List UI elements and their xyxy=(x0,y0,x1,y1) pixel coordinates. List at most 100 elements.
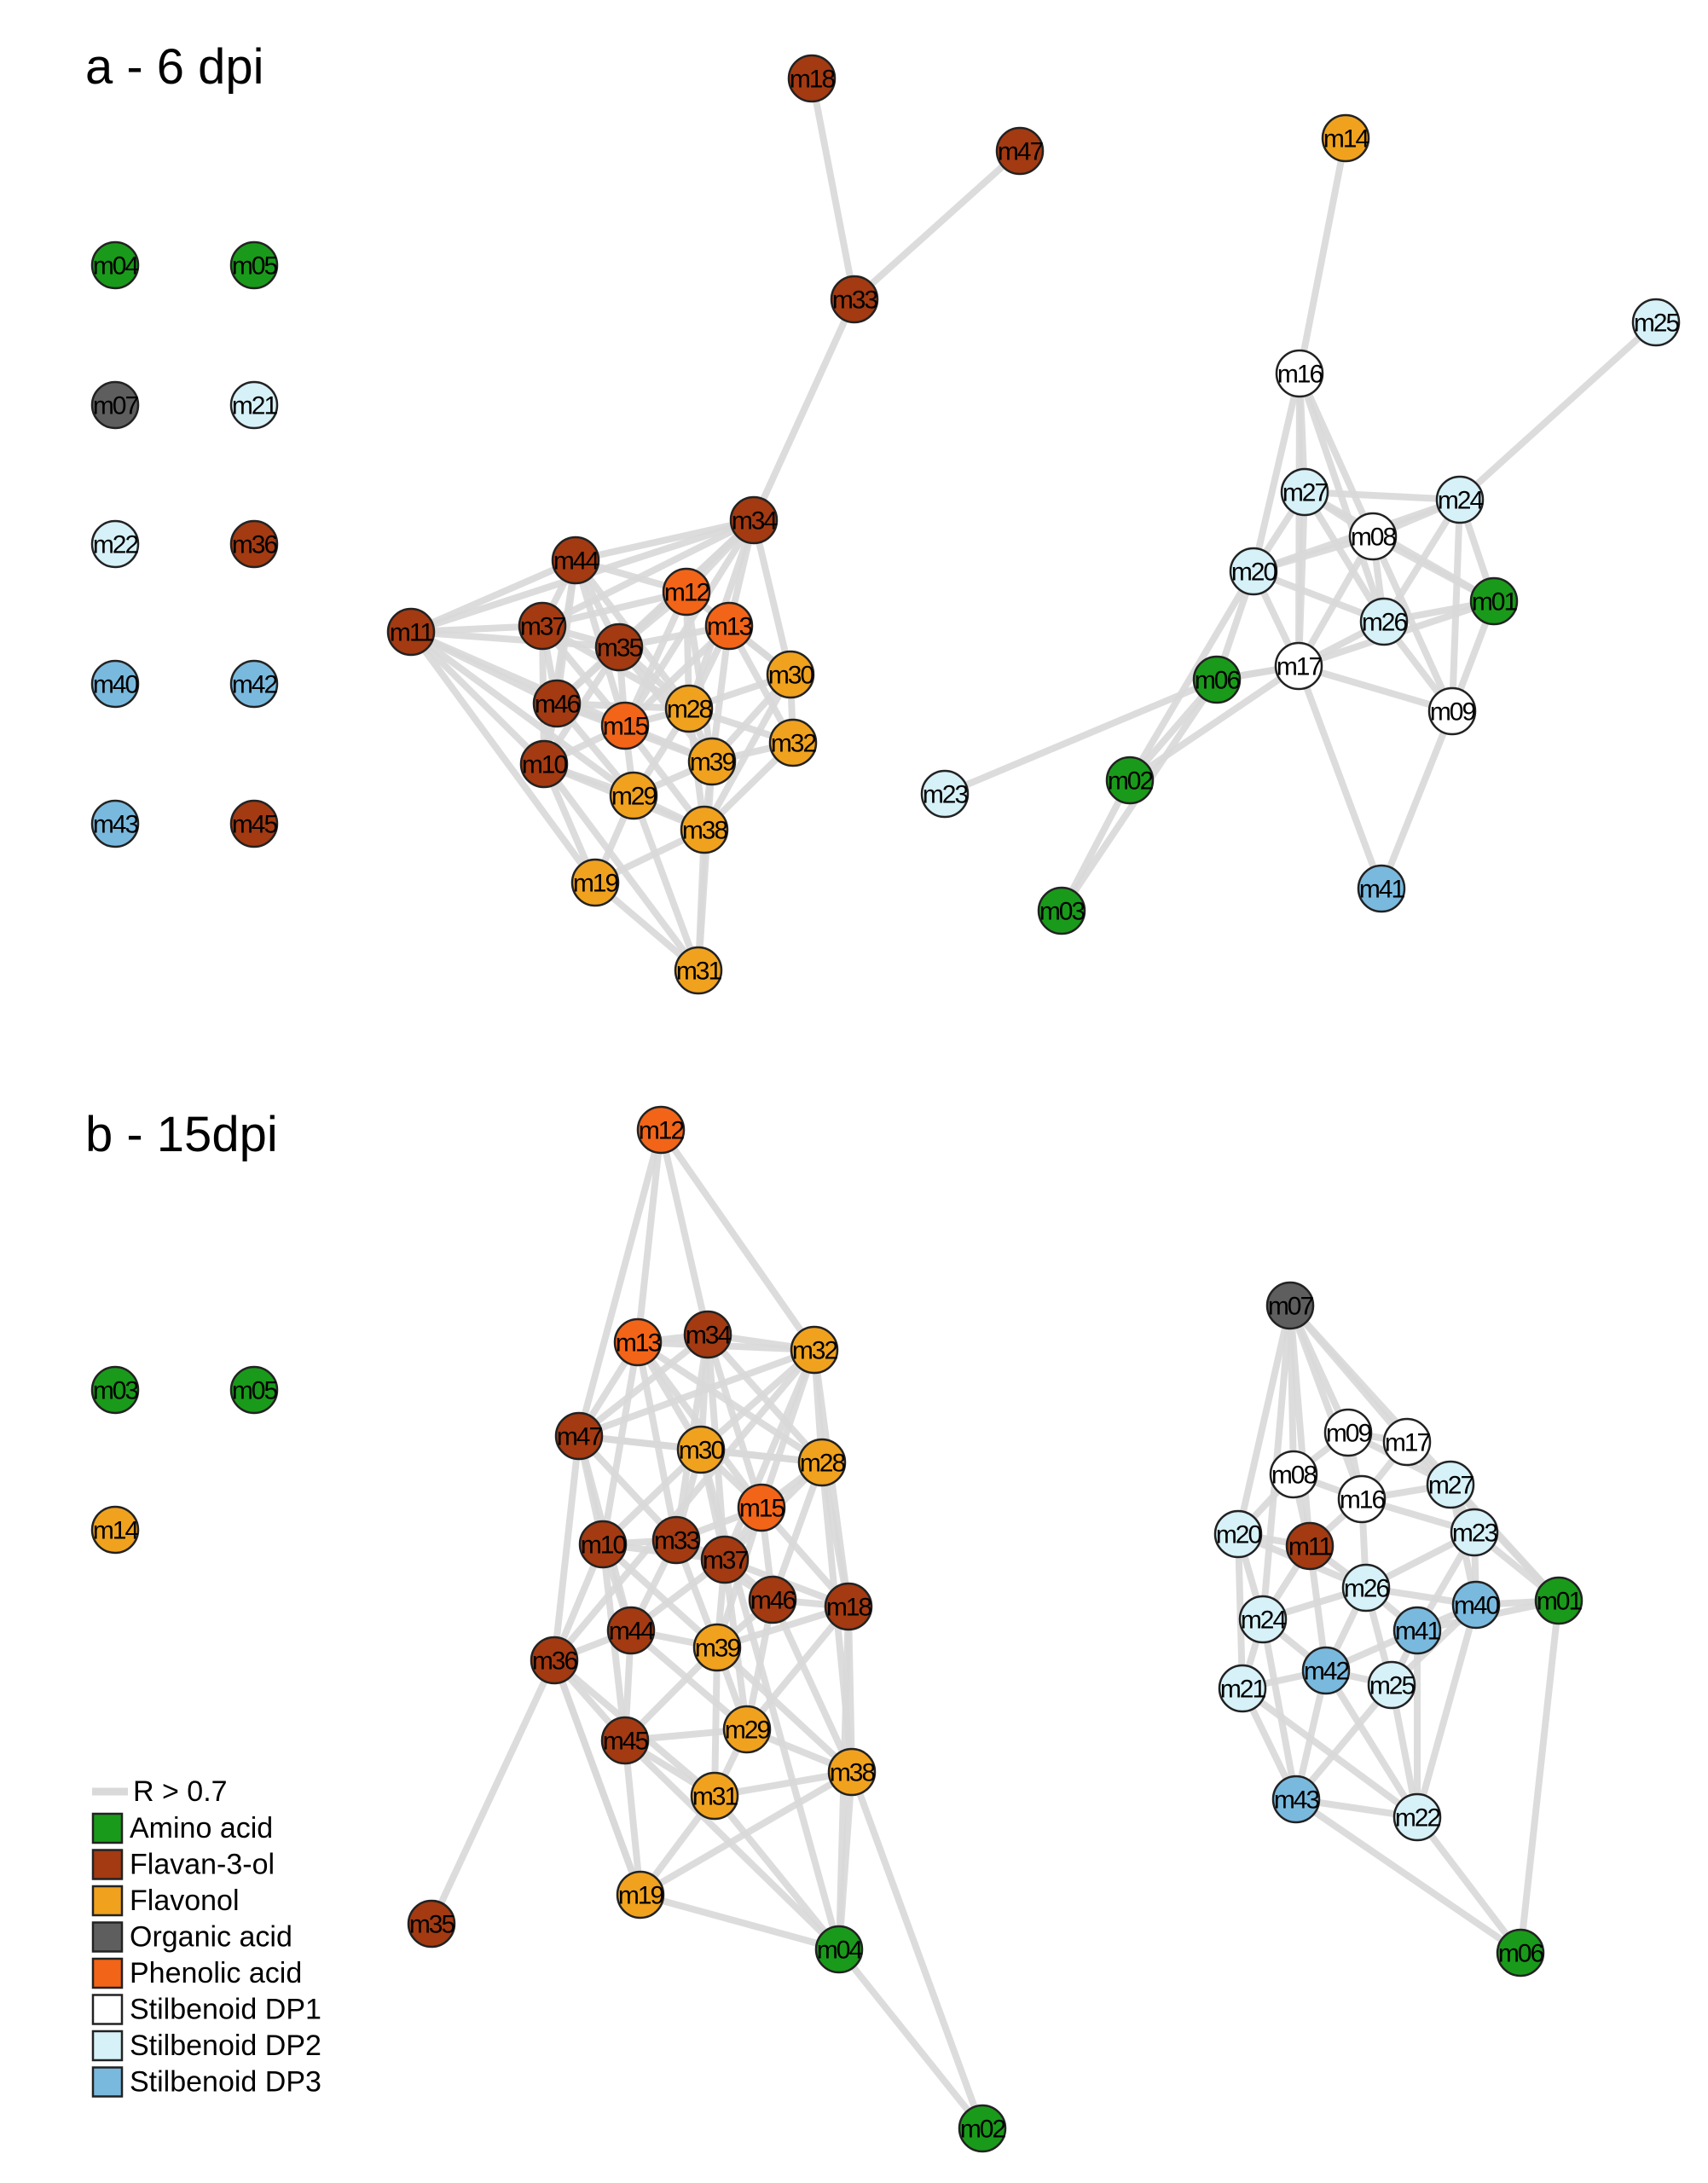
node-circle xyxy=(1450,1508,1499,1557)
node-circle xyxy=(790,1325,839,1375)
edge-panel-a-m47-m33 xyxy=(851,148,1023,303)
node-label: m44 xyxy=(553,547,599,576)
node-panel-a-m08: m08 xyxy=(1348,512,1398,561)
node-circle xyxy=(1382,1417,1432,1467)
node-circle xyxy=(1265,1281,1315,1330)
node-circle xyxy=(1348,512,1398,561)
node-label: m06 xyxy=(1195,667,1241,695)
node-circle xyxy=(519,739,569,789)
node-panel-b-m03: m03 xyxy=(90,1365,140,1415)
node-circle xyxy=(636,1105,686,1155)
edge-panel-b-m12-m13 xyxy=(634,1126,664,1346)
edge-panel-b-m38-m04 xyxy=(836,1769,855,1953)
node-label: m16 xyxy=(1277,361,1323,389)
node-panel-a-m33: m33 xyxy=(830,275,879,324)
node-circle xyxy=(578,1520,628,1569)
edge-panel-a-m27-m17 xyxy=(1295,489,1308,669)
node-label: m18 xyxy=(790,66,836,94)
node-panel-b-m17: m17 xyxy=(1382,1417,1432,1467)
node-label: m35 xyxy=(597,634,643,663)
node-label: m13 xyxy=(707,613,753,641)
node-panel-b-m20: m20 xyxy=(1213,1509,1263,1559)
edge-panel-a-m44-m11 xyxy=(408,557,579,635)
node-circle xyxy=(606,1606,656,1655)
node-circle xyxy=(1392,1792,1442,1842)
node-panel-a-m09: m09 xyxy=(1427,686,1477,736)
node-label: m21 xyxy=(1220,1676,1266,1704)
edge-panel-b-m36-m35 xyxy=(428,1657,558,1927)
node-label: m44 xyxy=(609,1618,655,1646)
node-label: m26 xyxy=(1344,1575,1390,1603)
node-label: m04 xyxy=(93,252,139,281)
node-label: m43 xyxy=(1274,1786,1320,1815)
node-panel-b-m07: m07 xyxy=(1265,1281,1315,1330)
node-label: m24 xyxy=(1438,487,1484,515)
edge-panel-a-m14-m16 xyxy=(1296,135,1349,377)
node-circle xyxy=(1631,298,1681,347)
edge-panel-a-m16-m26 xyxy=(1296,370,1387,625)
legend-label: Stilbenoid DP3 xyxy=(130,2066,321,2099)
node-panel-a-m02: m02 xyxy=(1105,756,1155,805)
node-circle xyxy=(1218,1664,1267,1713)
node-circle xyxy=(229,519,279,569)
edge-panel-b-m39-m38 xyxy=(714,1644,855,1775)
edge-panel-b-m47-m36 xyxy=(551,1433,582,1664)
panel-b-title: b - 15dpi xyxy=(85,1107,278,1162)
node-circle xyxy=(407,1899,456,1948)
node-panel-b-m33: m33 xyxy=(651,1515,701,1565)
node-label: m06 xyxy=(1498,1940,1544,1968)
node-panel-a-m41: m41 xyxy=(1357,864,1406,913)
node-circle xyxy=(1427,686,1477,736)
node-panel-b-m26: m26 xyxy=(1341,1563,1391,1613)
node-label: m42 xyxy=(1304,1658,1350,1686)
node-panel-b-m25: m25 xyxy=(1367,1660,1416,1710)
node-label: m27 xyxy=(1428,1472,1474,1500)
legend-swatch xyxy=(91,2066,124,2098)
node-label: m28 xyxy=(800,1450,846,1478)
node-label: m31 xyxy=(676,958,722,986)
edge-panel-a-m18-m33 xyxy=(808,75,858,303)
node-panel-a-m38: m38 xyxy=(680,805,729,854)
node-panel-b-m47: m47 xyxy=(554,1411,604,1461)
node-panel-b-m32: m32 xyxy=(790,1325,839,1375)
node-label: m11 xyxy=(390,619,433,647)
node-panel-a-m29: m29 xyxy=(609,771,658,820)
node-panel-b-m28: m28 xyxy=(797,1438,847,1487)
edge-panel-b-m10-m39 xyxy=(599,1541,721,1651)
node-label: m17 xyxy=(1277,653,1323,681)
node-label: m10 xyxy=(581,1532,627,1560)
node-circle xyxy=(700,1535,750,1584)
node-circle xyxy=(680,805,729,854)
node-label: m15 xyxy=(739,1495,785,1523)
node-panel-b-m24: m24 xyxy=(1238,1595,1288,1644)
node-label: m39 xyxy=(690,749,736,777)
node-label: m02 xyxy=(960,2116,1006,2144)
node-panel-b-m40: m40 xyxy=(1451,1580,1501,1630)
node-panel-b-m42: m42 xyxy=(1301,1646,1351,1695)
node-panel-b-m08: m08 xyxy=(1269,1450,1318,1499)
node-panel-a-m39: m39 xyxy=(687,737,737,786)
node-panel-b-m12: m12 xyxy=(636,1105,686,1155)
node-circle xyxy=(518,601,567,651)
node-panel-a-m37: m37 xyxy=(518,601,567,651)
node-label: m07 xyxy=(1268,1293,1314,1321)
edge-panel-b-m38-m02 xyxy=(848,1769,986,2132)
node-panel-b-m06: m06 xyxy=(1496,1928,1545,1977)
edge-panel-b-m12-m34 xyxy=(657,1126,711,1338)
node-panel-a-m24: m24 xyxy=(1435,475,1485,524)
edge-panel-b-m07-m11 xyxy=(1287,1302,1313,1549)
node-label: m40 xyxy=(1454,1592,1500,1620)
node-circle xyxy=(229,1365,279,1415)
node-panel-a-m18: m18 xyxy=(787,54,837,103)
node-circle xyxy=(692,1623,742,1672)
node-label: m14 xyxy=(1323,125,1369,153)
node-circle xyxy=(1359,597,1409,646)
node-panel-b-m19: m19 xyxy=(616,1870,665,1920)
node-circle xyxy=(1269,1450,1318,1499)
node-panel-b-m37: m37 xyxy=(700,1535,750,1584)
legend-swatch xyxy=(91,2030,124,2062)
node-panel-a-m23: m23 xyxy=(920,769,970,819)
legend-swatch xyxy=(91,1849,124,1880)
node-circle xyxy=(1426,1460,1475,1509)
node-label: m30 xyxy=(679,1437,725,1465)
